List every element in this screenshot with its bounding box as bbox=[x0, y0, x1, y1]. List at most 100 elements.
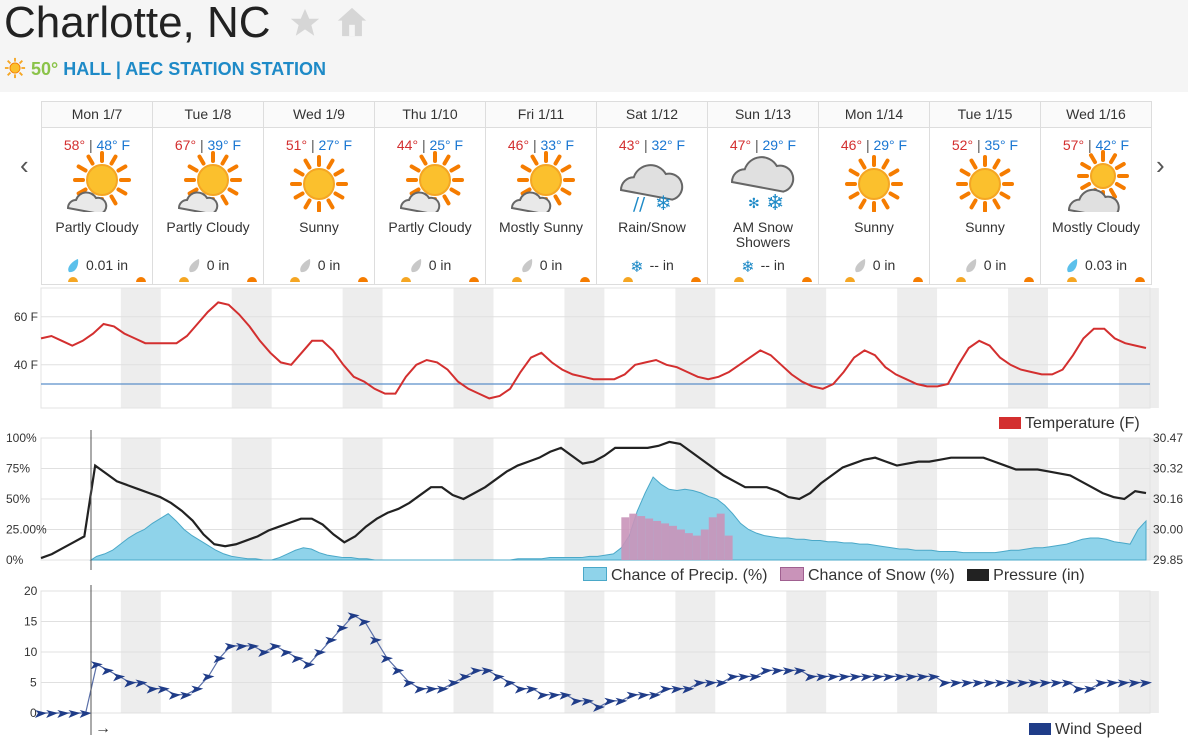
wind-arrow bbox=[235, 642, 248, 651]
arrow-right-icon: → bbox=[95, 720, 111, 737]
snow-bar bbox=[661, 523, 670, 560]
current-temp: 50° bbox=[31, 59, 59, 79]
wind-arrow bbox=[503, 679, 516, 688]
wind-arrow bbox=[1140, 679, 1152, 688]
day-card[interactable]: Mon 1/14 46° | 29° F Sunny 0 in bbox=[819, 102, 930, 284]
wind-arrow bbox=[168, 691, 181, 700]
condition-label: AM Snow Showers bbox=[733, 219, 793, 250]
sunrise-icon bbox=[512, 277, 522, 282]
sunset-icon bbox=[1024, 277, 1034, 282]
sunset-icon bbox=[358, 277, 368, 282]
snow-bar bbox=[716, 513, 725, 560]
low-temp: 29° F bbox=[873, 137, 908, 153]
sunrise-icon bbox=[179, 277, 189, 282]
wind-arrow bbox=[805, 673, 818, 682]
sun-icon bbox=[1077, 150, 1129, 202]
y-tick-label: 15 bbox=[24, 615, 38, 629]
day-card[interactable]: Tue 1/15 52° | 35° F Sunny 0 in bbox=[930, 102, 1041, 284]
partly-cloudy-icon bbox=[177, 151, 242, 212]
day-temps: 51° | 27° F bbox=[285, 137, 353, 153]
cloud-icon bbox=[399, 191, 441, 212]
wind-arrow bbox=[57, 710, 70, 718]
wind-arrow bbox=[827, 673, 840, 682]
svg-text:❄: ❄ bbox=[766, 191, 784, 212]
day-card[interactable]: Tue 1/8 67° | 39° F Partly Cloudy 0 in bbox=[153, 102, 264, 284]
day-temps: 52° | 35° F bbox=[951, 137, 1019, 153]
wind-arrow bbox=[972, 679, 985, 688]
precip-icon bbox=[187, 257, 207, 273]
wind-arrow bbox=[1117, 679, 1130, 688]
wind-arrow bbox=[1073, 685, 1086, 694]
snow-bar bbox=[676, 529, 685, 560]
chevron-left-icon[interactable]: ‹ bbox=[20, 150, 29, 180]
wind-arrow bbox=[392, 667, 405, 676]
chevron-right-icon[interactable]: › bbox=[1156, 150, 1165, 180]
day-temps: 57° | 42° F bbox=[1062, 137, 1130, 153]
wind-arrow bbox=[760, 667, 773, 676]
wind-arrow bbox=[537, 691, 550, 700]
day-card[interactable]: Fri 1/11 46° | 33° F Mostly Sunny 0 in bbox=[486, 102, 597, 284]
wind-arrow bbox=[436, 685, 449, 694]
wind-arrow bbox=[470, 667, 483, 676]
high-temp: 47° bbox=[729, 137, 752, 153]
plot-frame bbox=[40, 287, 1151, 409]
mostly-sunny-icon bbox=[510, 151, 575, 212]
wind-arrow bbox=[950, 679, 963, 688]
day-name: Sun 1/13 bbox=[708, 102, 818, 128]
condition-label: Partly Cloudy bbox=[388, 219, 472, 235]
wind-arrow bbox=[637, 691, 650, 700]
wind-arrow bbox=[927, 673, 940, 682]
day-card[interactable]: Thu 1/10 44° | 25° F Partly Cloudy 0 in bbox=[375, 102, 486, 284]
y-tick-label: 0 bbox=[30, 706, 37, 720]
daily-forecast: Mon 1/7 58° | 48° F Partly Cloudy 0.01 i… bbox=[41, 101, 1152, 285]
high-temp: 46° bbox=[840, 137, 863, 153]
y-tick-label: 100% bbox=[6, 431, 37, 445]
wind-arrow bbox=[1095, 679, 1108, 688]
day-card[interactable]: Sun 1/13 47° | 29° F ✻ ❄ AM Snow Showers … bbox=[708, 102, 819, 284]
home-icon[interactable] bbox=[335, 5, 369, 39]
page-header: Charlotte, NC 50° HALL | AEC STATION STA… bbox=[0, 0, 1188, 92]
snow-bar bbox=[724, 535, 733, 560]
high-temp: 51° bbox=[285, 137, 308, 153]
wind-arrow bbox=[336, 624, 349, 633]
night-band bbox=[675, 288, 716, 408]
star-icon[interactable] bbox=[287, 6, 323, 40]
day-name: Tue 1/15 bbox=[930, 102, 1040, 128]
wind-arrow bbox=[581, 697, 594, 706]
precip-amount: 0 in bbox=[264, 257, 374, 274]
svg-text:✻: ✻ bbox=[748, 196, 760, 212]
low-temp: 48° F bbox=[96, 137, 131, 153]
sunset-icon bbox=[913, 277, 923, 282]
cloud-icon bbox=[510, 191, 552, 212]
wind-arrow bbox=[381, 655, 394, 664]
wind-arrow bbox=[314, 649, 327, 657]
day-card[interactable]: Sat 1/12 43° | 32° F // ❄ Rain/Snow ❄ -- i… bbox=[597, 102, 708, 284]
day-card[interactable]: Wed 1/9 51° | 27° F Sunny 0 in bbox=[264, 102, 375, 284]
night-band bbox=[897, 288, 938, 408]
partly-cloudy-icon bbox=[66, 151, 131, 212]
wind-arrow bbox=[771, 667, 784, 676]
sunset-icon bbox=[580, 277, 590, 282]
sunrise-icon bbox=[845, 277, 855, 282]
wind-arrow bbox=[224, 642, 237, 651]
wind-arrow bbox=[860, 673, 873, 682]
sunset-icon bbox=[1135, 277, 1145, 282]
day-name: Sat 1/12 bbox=[597, 102, 707, 128]
svg-text://: // bbox=[633, 194, 646, 212]
condition-label: Rain/Snow bbox=[618, 219, 686, 235]
station-link[interactable]: HALL | AEC STATION STATION bbox=[63, 59, 326, 79]
cloud-icon bbox=[66, 191, 108, 212]
sunrise-icon bbox=[956, 277, 966, 282]
day-card[interactable]: Wed 1/16 57° | 42° F Mostly Cloudy 0.03 … bbox=[1041, 102, 1151, 284]
wind-arrow bbox=[79, 710, 92, 718]
night-band bbox=[342, 288, 383, 408]
wind-arrow bbox=[1028, 679, 1041, 688]
day-card[interactable]: Mon 1/7 58° | 48° F Partly Cloudy 0.01 i… bbox=[42, 102, 153, 284]
cloud-icon bbox=[730, 156, 795, 193]
svg-text:❄: ❄ bbox=[655, 191, 672, 212]
rain-snow-icon: // ❄ bbox=[619, 164, 684, 212]
precip-icon bbox=[409, 257, 429, 273]
wind-arrow bbox=[1084, 685, 1097, 694]
wind-arrow bbox=[693, 679, 706, 688]
high-temp: 57° bbox=[1062, 137, 1085, 153]
